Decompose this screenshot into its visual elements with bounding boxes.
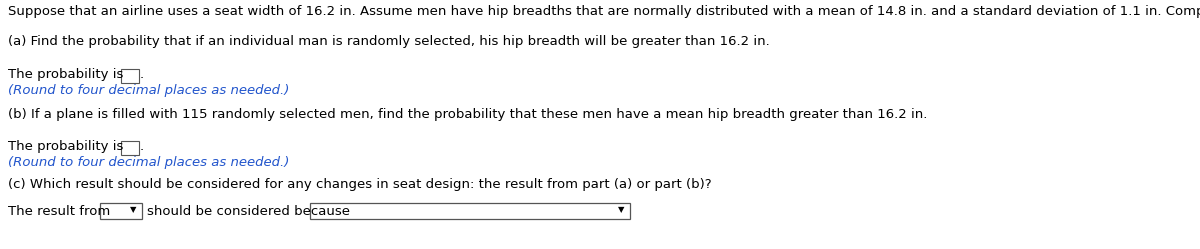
Text: The probability is: The probability is xyxy=(8,68,124,81)
Text: should be considered because: should be considered because xyxy=(148,205,350,218)
Text: (Round to four decimal places as needed.): (Round to four decimal places as needed.… xyxy=(8,84,289,97)
Text: (Round to four decimal places as needed.): (Round to four decimal places as needed.… xyxy=(8,156,289,169)
Text: (a) Find the probability that if an individual man is randomly selected, his hip: (a) Find the probability that if an indi… xyxy=(8,35,769,48)
Text: Suppose that an airline uses a seat width of 16.2 in. Assume men have hip breadt: Suppose that an airline uses a seat widt… xyxy=(8,5,1200,18)
Text: ▼: ▼ xyxy=(130,205,137,214)
Text: .: . xyxy=(140,68,144,81)
Text: (b) If a plane is filled with 115 randomly selected men, find the probability th: (b) If a plane is filled with 115 random… xyxy=(8,108,928,121)
Text: (c) Which result should be considered for any changes in seat design: the result: (c) Which result should be considered fo… xyxy=(8,178,712,191)
Text: .: . xyxy=(140,140,144,153)
Text: The result from: The result from xyxy=(8,205,110,218)
Text: ▼: ▼ xyxy=(618,205,624,214)
Text: The probability is: The probability is xyxy=(8,140,124,153)
